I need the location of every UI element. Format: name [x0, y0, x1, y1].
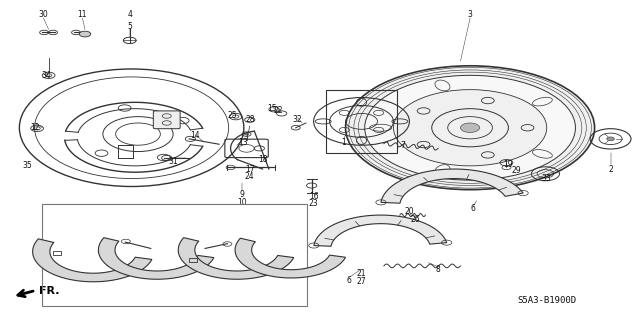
Text: 23: 23 — [309, 199, 319, 208]
Text: 11: 11 — [77, 11, 87, 19]
Text: 13: 13 — [239, 137, 248, 146]
Polygon shape — [381, 169, 523, 203]
Circle shape — [79, 31, 91, 37]
Text: S5A3-B1900D: S5A3-B1900D — [517, 296, 576, 305]
Text: 32: 32 — [293, 115, 303, 124]
Text: 7: 7 — [401, 141, 406, 150]
Text: 33: 33 — [542, 174, 552, 183]
Text: 3: 3 — [468, 11, 472, 19]
Text: 5: 5 — [127, 22, 132, 31]
Text: 21: 21 — [356, 269, 366, 278]
Text: 17: 17 — [245, 165, 255, 174]
Circle shape — [461, 123, 479, 132]
Text: 29: 29 — [512, 166, 522, 175]
Text: 10: 10 — [237, 198, 247, 207]
Bar — [326, 90, 397, 153]
Text: 19: 19 — [504, 160, 513, 169]
Text: 27: 27 — [356, 277, 366, 286]
Text: FR.: FR. — [39, 286, 60, 296]
Circle shape — [244, 133, 248, 135]
Text: 22: 22 — [274, 106, 284, 115]
Text: 34: 34 — [42, 71, 52, 80]
Text: 2: 2 — [608, 165, 613, 174]
Text: 4: 4 — [127, 11, 132, 19]
Text: 9: 9 — [239, 190, 244, 199]
Text: 1: 1 — [341, 137, 346, 146]
Bar — [53, 251, 61, 256]
Ellipse shape — [346, 66, 595, 190]
Polygon shape — [33, 239, 152, 282]
Text: 26: 26 — [411, 215, 420, 224]
Text: 12: 12 — [30, 123, 39, 132]
Circle shape — [607, 137, 614, 141]
Text: 6: 6 — [346, 276, 351, 285]
Text: 28: 28 — [245, 115, 255, 124]
Polygon shape — [178, 238, 294, 279]
Text: 14: 14 — [191, 131, 200, 140]
Text: 6: 6 — [471, 204, 476, 213]
Polygon shape — [314, 215, 447, 246]
Text: 30: 30 — [38, 11, 49, 19]
FancyBboxPatch shape — [154, 111, 180, 129]
Ellipse shape — [394, 90, 547, 166]
Text: 25: 25 — [227, 111, 237, 120]
Polygon shape — [235, 238, 346, 278]
Bar — [189, 258, 196, 262]
Bar — [42, 204, 307, 306]
Text: 18: 18 — [258, 155, 268, 164]
Text: 35: 35 — [22, 161, 33, 170]
Text: 24: 24 — [245, 173, 255, 182]
Polygon shape — [99, 238, 214, 279]
Text: 20: 20 — [404, 207, 414, 216]
Text: 31: 31 — [168, 157, 178, 166]
Ellipse shape — [365, 75, 575, 180]
Text: 15: 15 — [268, 104, 277, 113]
Text: 16: 16 — [309, 191, 319, 201]
Text: 8: 8 — [436, 264, 440, 274]
